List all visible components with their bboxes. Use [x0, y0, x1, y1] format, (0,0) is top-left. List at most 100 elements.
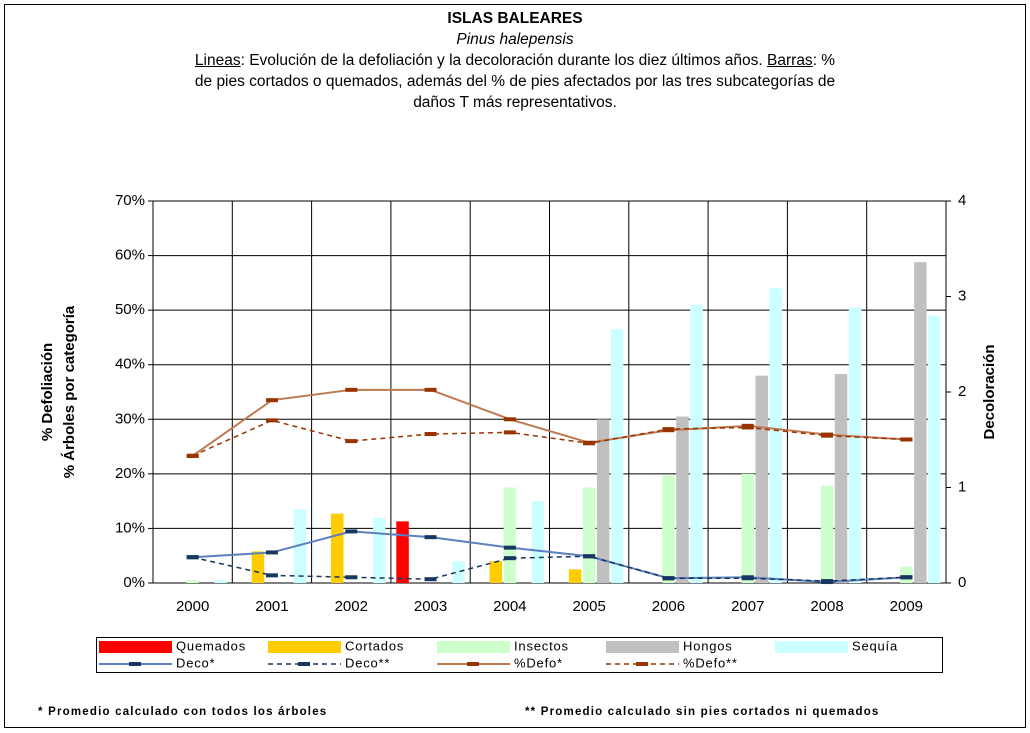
line-marker	[265, 398, 278, 403]
bar	[676, 416, 689, 583]
line	[192, 555, 907, 582]
line-marker	[186, 453, 199, 458]
line-marker	[503, 556, 516, 561]
legend-label: Deco*	[176, 655, 215, 670]
bar	[582, 487, 596, 583]
chart-subtitle: Pinus halepensis	[456, 31, 574, 48]
bar	[769, 288, 782, 583]
line	[192, 419, 907, 457]
bar	[452, 561, 465, 583]
legend-marker	[636, 662, 648, 666]
y-tick-label: 30%	[115, 410, 145, 427]
y2-tick-label: 3	[958, 287, 966, 304]
footnote: ** Promedio calculado sin pies cortados …	[525, 706, 880, 718]
bar	[489, 561, 503, 583]
bar	[662, 475, 675, 583]
legend-label: Insectos	[514, 638, 569, 653]
description-part: Lineas	[194, 52, 241, 69]
y2-axis-label: Decoloración	[981, 344, 998, 439]
bar	[848, 307, 862, 583]
legend-marker	[298, 662, 310, 666]
bar	[186, 580, 199, 583]
line-marker	[186, 555, 199, 560]
legend-label: Deco**	[345, 655, 390, 670]
line-marker	[265, 418, 278, 423]
y-tick-label: 40%	[115, 356, 145, 373]
line-marker	[821, 579, 834, 584]
x-tick-label: 2003	[414, 598, 447, 615]
bar	[531, 501, 545, 583]
bar	[914, 262, 927, 583]
line-marker	[821, 433, 834, 438]
y2-tick-label: 2	[958, 383, 966, 400]
bar	[251, 551, 265, 583]
x-tick-label: 2001	[255, 598, 288, 615]
legend-marker	[467, 662, 479, 666]
line-marker	[424, 432, 437, 437]
x-tick-label: 2007	[731, 598, 764, 615]
x-tick-label: 2000	[176, 598, 209, 615]
legend-label: Sequía	[852, 638, 898, 653]
legend-swatch	[775, 641, 848, 653]
bar	[568, 569, 582, 583]
bar	[610, 329, 624, 583]
line-marker	[900, 437, 913, 442]
bar	[373, 517, 386, 583]
line-marker	[503, 417, 516, 422]
legend-marker	[129, 662, 141, 666]
y2-tick-label: 0	[958, 574, 966, 591]
bar	[690, 304, 703, 583]
line	[192, 530, 907, 584]
legend-label: Cortados	[345, 638, 404, 653]
line-marker	[662, 576, 675, 581]
line-marker	[583, 441, 596, 446]
line-marker	[503, 430, 516, 435]
legend-label: %Defo*	[514, 655, 563, 670]
chart-border	[4, 4, 1026, 728]
chart-title: ISLAS BALEARES	[447, 10, 583, 27]
bar	[741, 473, 754, 583]
description: Lineas: Evolución de la defoliación y la…	[185, 50, 845, 113]
plot-border	[152, 200, 947, 584]
line-marker	[424, 387, 437, 392]
bar	[214, 580, 227, 583]
line-marker	[900, 575, 913, 580]
y-tick-label: 50%	[115, 301, 145, 318]
bar	[596, 419, 610, 583]
legend-label: Hongos	[683, 638, 733, 653]
bar	[331, 513, 344, 583]
line-marker	[265, 573, 278, 578]
legend-swatch	[99, 641, 172, 653]
x-tick-label: 2002	[335, 598, 368, 615]
x-tick-label: 2005	[572, 598, 605, 615]
bar	[928, 315, 941, 583]
y-tick-label: 10%	[115, 519, 145, 536]
bar	[396, 521, 409, 583]
x-tick-label: 2006	[652, 598, 685, 615]
line-marker	[345, 575, 358, 580]
y-tick-label: 0%	[123, 574, 145, 591]
bar	[900, 566, 913, 583]
line-marker	[503, 545, 516, 550]
line-marker	[424, 577, 437, 582]
y-axis-label-line: % Árboles por categoría	[61, 305, 78, 478]
line	[192, 388, 907, 457]
y-tick-label: 60%	[115, 247, 145, 264]
line-marker	[741, 576, 754, 581]
description-part: : Evolución de la defoliación y la decol…	[240, 52, 768, 69]
header: ISLAS BALEARES Pinus halepensis Lineas: …	[185, 8, 845, 113]
legend-swatch	[437, 641, 510, 653]
legend-label: Quemados	[176, 638, 246, 653]
line-marker	[583, 554, 596, 559]
y2-tick-label: 4	[958, 192, 966, 209]
legend-swatch	[268, 641, 341, 653]
bar	[834, 373, 848, 583]
y-tick-label: 20%	[115, 465, 145, 482]
line-marker	[345, 529, 358, 534]
line-marker	[265, 550, 278, 555]
line-marker	[424, 535, 437, 540]
bar	[293, 509, 307, 583]
y-tick-label: 70%	[115, 192, 145, 209]
line-marker	[345, 439, 358, 444]
